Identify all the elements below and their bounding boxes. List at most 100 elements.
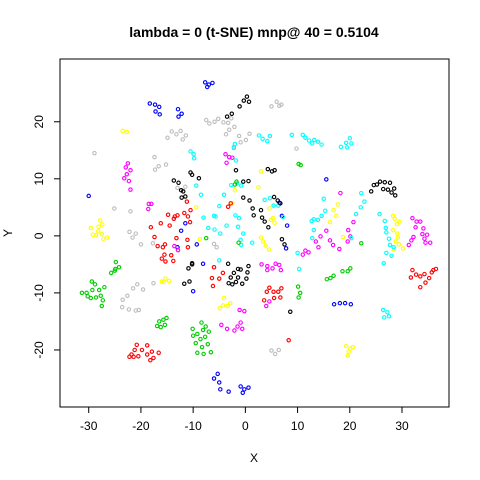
data-point (89, 279, 95, 284)
data-point (180, 189, 186, 194)
data-point (180, 137, 185, 142)
data-point (316, 245, 321, 250)
data-point (125, 161, 131, 166)
data-point (427, 240, 433, 245)
data-point (144, 343, 150, 348)
data-point (272, 220, 277, 225)
x-tick-label: 30 (395, 419, 409, 433)
data-point (187, 279, 192, 284)
data-point (423, 280, 428, 285)
data-point (258, 169, 264, 174)
data-point (154, 323, 160, 329)
data-point (246, 263, 251, 269)
x-tick-label: 20 (343, 419, 357, 433)
data-point (171, 216, 177, 221)
data-point (260, 239, 266, 244)
data-point (244, 276, 249, 281)
data-point (190, 288, 196, 294)
data-point (172, 214, 178, 219)
data-point (241, 179, 246, 184)
data-point (284, 223, 290, 228)
data-point (394, 221, 400, 227)
data-point (330, 242, 336, 248)
data-point (102, 284, 107, 290)
x-tick-label: -10 (184, 419, 202, 433)
data-point (200, 327, 206, 333)
data-point (374, 182, 380, 187)
data-point (163, 162, 169, 167)
data-point (224, 223, 229, 228)
data-point (295, 250, 300, 256)
data-point (128, 167, 133, 173)
data-point (182, 281, 187, 287)
data-point (309, 141, 315, 146)
data-point (127, 354, 132, 360)
data-point (221, 192, 227, 198)
data-point (424, 232, 430, 237)
data-point (185, 214, 191, 219)
data-point (160, 245, 166, 250)
data-point (327, 238, 333, 243)
data-point (224, 114, 230, 119)
data-point (93, 295, 99, 300)
data-point (390, 227, 396, 233)
data-point (238, 384, 243, 389)
data-point (235, 224, 241, 229)
data-point (414, 219, 419, 224)
data-point (238, 140, 243, 145)
data-point (221, 295, 227, 301)
data-point (238, 237, 243, 243)
data-point (202, 334, 208, 340)
data-point (92, 282, 98, 287)
y-axis: -20 -10 0 10 20 (32, 115, 61, 359)
data-point (164, 315, 169, 321)
data-point (235, 324, 240, 329)
data-point (211, 264, 217, 270)
data-point (345, 268, 350, 274)
data-point (219, 322, 224, 328)
data-point (211, 376, 217, 381)
data-point (420, 231, 425, 237)
data-point (197, 237, 203, 242)
data-point (300, 252, 306, 257)
data-point (282, 242, 287, 247)
data-point (269, 348, 274, 353)
data-point (187, 219, 193, 225)
data-point (238, 242, 244, 248)
data-point (269, 104, 274, 109)
data-point (233, 167, 239, 173)
data-point (267, 133, 273, 139)
data-point (294, 146, 299, 151)
data-point (343, 140, 349, 146)
data-point (186, 266, 191, 271)
data-point (315, 217, 321, 223)
y-tick-label: 10 (32, 172, 46, 186)
data-point (433, 266, 439, 272)
data-point (198, 192, 204, 198)
data-point (214, 245, 219, 250)
data-point (189, 262, 195, 267)
data-point (217, 306, 223, 311)
data-point (157, 112, 162, 117)
data-point (359, 190, 364, 196)
data-point (156, 350, 161, 356)
data-points (79, 80, 439, 395)
data-point (149, 201, 154, 207)
data-point (350, 344, 356, 350)
data-point (179, 111, 184, 117)
data-point (249, 240, 255, 245)
data-point (278, 295, 283, 300)
data-point (247, 198, 252, 203)
data-point (343, 343, 349, 349)
data-point (204, 84, 210, 90)
data-point (318, 234, 323, 239)
data-point (278, 267, 284, 273)
data-point (220, 303, 226, 308)
y-tick-label: -20 (32, 341, 46, 359)
data-point (328, 275, 333, 281)
data-point (235, 266, 241, 272)
data-point (267, 206, 272, 211)
data-point (138, 242, 144, 247)
x-tick-label: 0 (242, 419, 249, 433)
data-point (256, 133, 262, 138)
